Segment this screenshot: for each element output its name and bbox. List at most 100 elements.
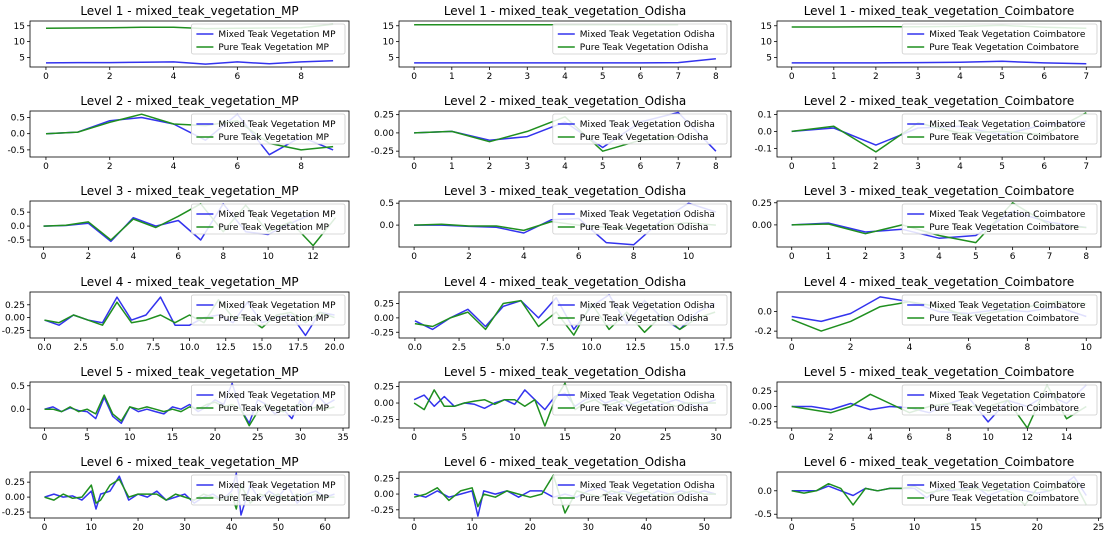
legend-label: Pure Teak Vegetation Coimbatore: [929, 314, 1079, 324]
axes-frame: [398, 471, 732, 519]
x-tick-label: 40: [641, 523, 653, 533]
x-tick-label: 20: [524, 523, 536, 533]
subplot-2: Level 1 - mixed_teak_vegetation_Odisha 0 1…: [383, 4, 732, 82]
y-tick-label: -0.5: [7, 236, 25, 246]
y-tick-label: -0.25: [371, 506, 394, 516]
legend-label: Mixed Teak Vegetation MP: [218, 210, 336, 220]
y-tick-label: 15: [14, 22, 25, 32]
legend: Mixed Teak Vegetation MP Pure Teak Vegeta…: [190, 384, 346, 416]
legend-label: Mixed Teak Vegetation MP: [218, 481, 336, 491]
subplot-title: Level 2 - mixed_teak_vegetation_Odisha: [444, 94, 686, 108]
x-tick-label: 25: [660, 433, 671, 443]
x-tick-label: 12: [1022, 433, 1033, 443]
x-tick-label: 10: [466, 523, 478, 533]
x-tick-label: 0: [411, 252, 417, 262]
y-tick-label: 0.25: [5, 301, 25, 311]
legend-label: Pure Teak Vegetation Odisha: [580, 494, 709, 504]
x-tick-label: 6: [234, 72, 240, 82]
y-tick-label: -0.2: [754, 327, 772, 337]
subplot-title: Level 3 - mixed_teak_vegetation_MP: [80, 184, 298, 198]
x-tick-label: 10: [262, 252, 274, 262]
y-tick-label: 0.00: [5, 493, 25, 503]
x-tick-label: 2: [487, 162, 493, 172]
legend-box: [190, 294, 346, 326]
x-tick-label: 17.5: [714, 343, 734, 353]
x-tick-label: 7: [1083, 162, 1089, 172]
legend-box: [190, 474, 346, 506]
legend-box: [552, 23, 728, 55]
subplot-11: Level 4 - mixed_teak_vegetation_Odisha 0.…: [371, 275, 734, 353]
legend-label: Pure Teak Vegetation Odisha: [580, 404, 709, 414]
legend: Mixed Teak Vegetation Odisha Pure Teak Ve…: [552, 113, 728, 145]
x-tick-label: 0: [789, 523, 795, 533]
x-tick-label: 0: [411, 162, 417, 172]
legend-label: Pure Teak Vegetation MP: [218, 404, 329, 414]
x-tick-label: 50: [699, 523, 711, 533]
axes-frame: [29, 471, 350, 519]
subplot-title: Level 6 - mixed_teak_vegetation_Coimbato…: [804, 455, 1075, 469]
axes-frame: [29, 381, 350, 429]
x-tick-label: 0: [411, 433, 417, 443]
x-tick-label: 0: [41, 252, 47, 262]
subplot-title: Level 6 - mixed_teak_vegetation_Odisha: [444, 455, 686, 469]
x-tick-label: 3: [524, 162, 530, 172]
series-line-mixed: [414, 58, 716, 64]
x-tick-label: 10: [683, 252, 695, 262]
x-tick-label: 30: [179, 523, 191, 533]
legend-label: Pure Teak Vegetation Coimbatore: [929, 494, 1079, 504]
x-tick-label: 4: [521, 252, 527, 262]
x-tick-label: 35: [337, 433, 348, 443]
y-tick-label: -0.5: [7, 146, 25, 156]
subplot-16: Level 6 - mixed_teak_vegetation_MP 0 10 20 3…: [2, 455, 350, 533]
x-tick-label: 2: [487, 72, 493, 82]
legend-label: Pure Teak Vegetation Odisha: [580, 314, 709, 324]
legend-label: Mixed Teak Vegetation Coimbatore: [929, 210, 1086, 220]
y-tick-label: 0.0: [758, 308, 773, 318]
y-tick-label: 5: [766, 53, 772, 63]
y-tick-label: -0.25: [371, 415, 394, 425]
x-tick-label: 10: [1081, 343, 1093, 353]
legend-label: Mixed Teak Vegetation Odisha: [580, 30, 715, 40]
x-tick-label: 10: [982, 433, 994, 443]
x-tick-label: 0: [411, 523, 417, 533]
subplot-title: Level 6 - mixed_teak_vegetation_MP: [80, 455, 298, 469]
x-tick-label: 3: [899, 252, 905, 262]
x-tick-label: 6: [907, 433, 913, 443]
legend-box: [552, 113, 728, 145]
x-tick-label: 60: [319, 523, 331, 533]
axes-frame: [776, 381, 1102, 429]
x-tick-label: 8: [220, 252, 226, 262]
x-tick-label: 40: [226, 523, 238, 533]
y-tick-label: 10: [383, 38, 395, 48]
subplot-title: Level 4 - mixed_teak_vegetation_Coimbato…: [804, 275, 1075, 289]
x-tick-label: 4: [130, 252, 136, 262]
x-tick-label: 8: [713, 72, 719, 82]
legend: Mixed Teak Vegetation Odisha Pure Teak Ve…: [552, 203, 728, 235]
legend-box: [190, 203, 346, 235]
x-tick-label: 0: [42, 433, 48, 443]
legend-label: Mixed Teak Vegetation Coimbatore: [929, 301, 1086, 311]
x-tick-label: 10: [509, 433, 521, 443]
legend-box: [552, 294, 728, 326]
subplot-9: Level 3 - mixed_teak_vegetation_Coimbato…: [752, 184, 1102, 262]
x-tick-label: 7.5: [146, 343, 160, 353]
legend-box: [901, 203, 1098, 235]
x-tick-label: 4: [171, 72, 177, 82]
x-tick-label: 7.5: [540, 343, 554, 353]
x-tick-label: 4: [957, 72, 963, 82]
x-tick-label: 2: [873, 72, 879, 82]
x-tick-label: 5: [973, 252, 979, 262]
x-tick-label: 0: [789, 433, 795, 443]
x-tick-label: 8: [1024, 343, 1030, 353]
y-tick-label: -0.25: [371, 147, 394, 157]
legend-label: Mixed Teak Vegetation Coimbatore: [929, 391, 1086, 401]
legend-box: [190, 113, 346, 145]
x-tick-label: 6: [234, 162, 240, 172]
x-tick-label: 10: [124, 433, 136, 443]
subplot-title: Level 4 - mixed_teak_vegetation_MP: [80, 275, 298, 289]
legend: Mixed Teak Vegetation Coimbatore Pure Tea…: [901, 474, 1098, 506]
x-tick-label: 15: [559, 433, 570, 443]
x-tick-label: 10: [909, 523, 921, 533]
x-tick-label: 5: [84, 433, 90, 443]
